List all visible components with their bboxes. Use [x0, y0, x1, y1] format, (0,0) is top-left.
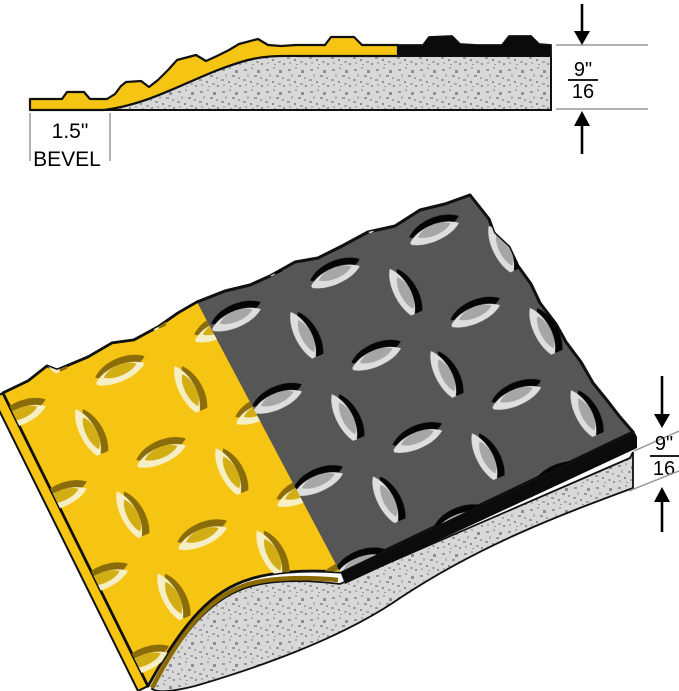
arrow-up-icon: [654, 487, 670, 532]
thickness-dimension-side: 9" 16: [628, 376, 679, 532]
bevel-width-label: 1.5": [52, 120, 89, 143]
extension-line-top: [633, 430, 679, 452]
fraction-denominator: 16: [572, 81, 594, 103]
fraction-numerator: 9": [574, 59, 592, 81]
bevel-dimension: 1.5" BEVEL: [29, 113, 111, 171]
foam-side-face: [150, 451, 634, 691]
surface-strip-black: [397, 35, 552, 57]
perspective-view: 9" 16: [0, 193, 679, 691]
arrow-down-icon: [654, 376, 670, 428]
bevel-label: BEVEL: [33, 148, 101, 171]
under-gold-line: [150, 575, 339, 690]
arrow-up-icon: [574, 111, 590, 154]
thickness-dimension-top: 9" 16: [556, 4, 648, 154]
cross-section-view: 9" 16 1.5" BEVEL: [28, 4, 648, 171]
arrow-down-icon: [574, 4, 590, 45]
vinyl-thickness-strip: [340, 431, 637, 584]
extension-line-bottom: [628, 470, 679, 492]
fraction-numerator: 9": [655, 433, 673, 455]
